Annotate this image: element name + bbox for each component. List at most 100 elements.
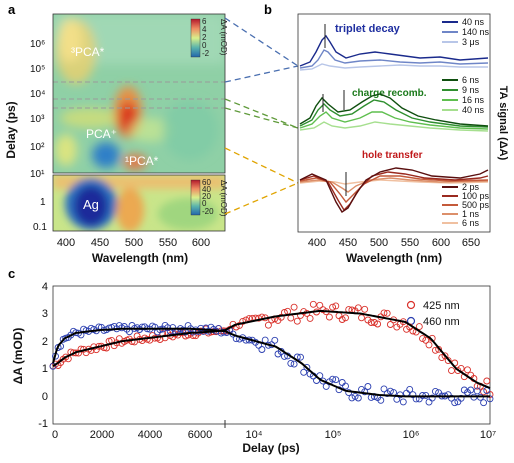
colorbar-lower-tick: 60 (202, 178, 211, 187)
data-point-425 (335, 312, 343, 320)
data-point-460 (300, 368, 308, 376)
legend-label: 100 ps (462, 191, 490, 201)
legend-c: 425 nm 460 nm (406, 300, 460, 328)
data-point-460 (451, 399, 459, 407)
x-tick-label: 650 (462, 237, 480, 249)
y-tick-label: 10⁵ (30, 64, 45, 75)
data-point-460 (169, 324, 177, 332)
colorbar-lower: 60 40 20 0 -20 ΔA (mOD) (190, 178, 228, 217)
colorbar-lower-tick: 20 (202, 192, 211, 201)
data-point-460 (319, 377, 327, 385)
data-point-460 (399, 398, 407, 406)
data-point-460 (457, 394, 465, 402)
y-tick-label: 10⁶ (30, 39, 45, 50)
legend-label: 140 ns (462, 27, 490, 37)
y-tick-label: 1 (42, 363, 48, 375)
y-tick-label: 10⁴ (30, 89, 45, 100)
colorbar-upper-tick: 4 (202, 25, 207, 34)
annotation-pca-plus: PCA⁺ (86, 127, 117, 141)
x-tick-label: 4000 (138, 429, 162, 441)
x-tick-label: 550 (159, 237, 177, 249)
data-point-425 (464, 366, 471, 374)
legend-label: 500 ps (462, 200, 490, 210)
y-tick-label: 1 (40, 197, 46, 208)
x-tick-label: 550 (401, 237, 419, 249)
x-tick-label: 2000 (90, 429, 114, 441)
x-ticks-a: 400 450 500 550 600 (57, 237, 210, 249)
trace-charge-9ns (299, 99, 489, 128)
data-point-460 (380, 385, 388, 393)
legend-label: 6 ns (462, 218, 480, 228)
data-point-425 (239, 317, 247, 325)
traces-hole (299, 167, 489, 213)
panel-a: a (4, 2, 228, 265)
x-tick-label: 10⁵ (325, 429, 342, 441)
colorbar-upper-label: ΔA (mOD) (219, 19, 228, 56)
data-point-460 (345, 389, 353, 397)
data-point-460 (431, 387, 439, 395)
group-title-charge: charge recomb. (352, 88, 427, 99)
data-point-425 (342, 314, 349, 322)
colorbar-lower-label: ΔA (mOD) (219, 180, 228, 217)
colorbar-upper-tick: -2 (202, 49, 210, 58)
legend-label: 9 ns (462, 85, 480, 95)
y-tick-label: -1 (38, 418, 48, 430)
y-ticks-c: 4 3 2 1 0 -1 (38, 281, 48, 430)
x-tick-label: 500 (370, 237, 388, 249)
legend-label: 40 ns (462, 105, 485, 115)
x-tick-label: 600 (192, 237, 210, 249)
data-point-425 (255, 314, 263, 322)
x-tick-label: 400 (57, 237, 75, 249)
data-point-460 (473, 387, 481, 395)
x-tick-label: 0 (52, 429, 58, 441)
x-tick-label: 450 (91, 237, 109, 249)
data-point-460 (403, 389, 410, 397)
y-tick-label: 10² (30, 142, 45, 153)
panel-a-label: a (8, 2, 16, 17)
y-axis-label-a: Delay (ps) (4, 101, 18, 158)
data-point-460 (448, 394, 455, 402)
data-point-425 (306, 314, 314, 322)
group-title-triplet: triplet decay (335, 23, 401, 35)
trace-charge-6ns (299, 93, 489, 127)
data-point-425 (138, 337, 146, 345)
data-point-425 (77, 345, 85, 353)
data-point-460 (386, 387, 394, 395)
data-point-425 (431, 346, 439, 354)
colorbar-upper-tick: 2 (202, 33, 207, 42)
y-tick-label: 10¹ (30, 169, 45, 180)
x-axis-label-c: Delay (ps) (242, 441, 299, 455)
trace-triplet-3us (299, 63, 488, 71)
data-point-460 (329, 375, 337, 383)
data-point-460 (425, 398, 433, 406)
data-point-425 (354, 304, 362, 312)
data-point-460 (354, 394, 362, 402)
panel-c: c 4 3 2 1 0 -1 0 2000 4000 6000 10⁴ 10⁵ … (8, 266, 496, 455)
legend-label: 40 ns (462, 17, 485, 27)
annotation-1pca: ¹PCA* (125, 154, 159, 168)
y-axis-label-b: TA signal (ΔA) (497, 86, 509, 161)
legend-label: 3 μs (462, 37, 480, 47)
data-point-460 (280, 352, 288, 360)
data-point-425 (277, 313, 285, 321)
data-point-460 (467, 386, 475, 394)
x-tick-label: 10⁴ (246, 429, 263, 441)
y-tick-label: 2 (42, 336, 48, 348)
legend-label: 2 ps (462, 182, 480, 192)
data-point-425 (332, 302, 340, 310)
data-point-425 (325, 313, 333, 321)
legend-label-425: 425 nm (423, 300, 460, 312)
data-point-425 (419, 335, 426, 343)
panel-c-label: c (8, 266, 15, 281)
data-point-460 (290, 360, 298, 368)
x-axis-label-b: Wavelength (nm) (346, 251, 442, 265)
data-point-460 (396, 391, 404, 399)
data-point-460 (361, 388, 369, 396)
data-point-460 (364, 383, 372, 390)
data-point-460 (287, 359, 295, 367)
legend-marker-425 (406, 300, 416, 310)
traces-charge (299, 93, 489, 132)
colorbar-upper-tick: 0 (202, 41, 207, 50)
x-ticks-c-log: 10⁴ 10⁵ 10⁶ 10⁷ (246, 429, 497, 441)
